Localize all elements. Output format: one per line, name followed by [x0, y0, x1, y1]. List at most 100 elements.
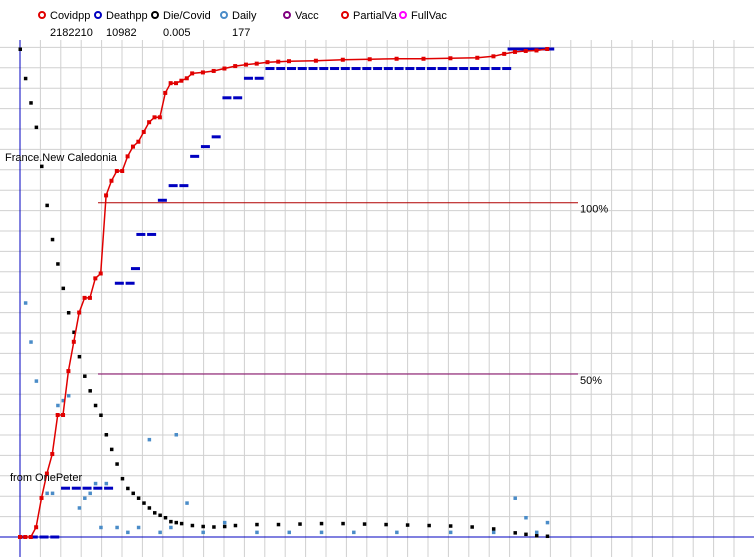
legend-item: Die/Covid 0.005	[151, 10, 211, 39]
data-point	[82, 486, 92, 490]
data-point	[298, 522, 302, 526]
data-point	[88, 491, 92, 496]
data-point	[184, 76, 189, 81]
data-point	[470, 525, 474, 529]
series-deathpp	[18, 47, 555, 539]
legend-item: FullVac	[399, 10, 447, 22]
data-point	[200, 145, 210, 149]
data-point	[222, 66, 227, 71]
data-point	[136, 496, 141, 500]
data-point	[169, 519, 173, 524]
data-point	[50, 535, 60, 539]
data-point	[136, 139, 141, 144]
data-point	[34, 125, 39, 130]
data-point	[529, 47, 539, 51]
data-point	[126, 530, 130, 535]
data-point	[211, 68, 216, 73]
data-point	[157, 115, 162, 120]
data-point	[233, 523, 238, 528]
data-point	[373, 67, 383, 71]
data-point	[169, 525, 173, 530]
data-point	[185, 501, 189, 505]
data-point	[340, 57, 345, 62]
data-point	[56, 403, 60, 408]
data-point	[152, 115, 157, 120]
data-point	[319, 530, 324, 535]
data-point	[179, 78, 184, 83]
data-point	[29, 340, 33, 344]
data-point	[39, 535, 49, 539]
data-point	[383, 67, 393, 71]
data-point	[512, 47, 522, 51]
data-point	[130, 144, 135, 149]
data-point	[448, 524, 453, 528]
series-daily	[23, 301, 550, 535]
data-point	[104, 433, 109, 437]
reference-line-label: 100%	[580, 204, 608, 216]
data-series	[18, 47, 555, 539]
data-point	[104, 486, 114, 490]
data-point	[174, 520, 179, 525]
data-point	[120, 169, 125, 173]
data-point	[351, 67, 361, 71]
data-point	[265, 67, 275, 71]
data-point	[18, 535, 22, 539]
legend-label: Daily	[232, 10, 257, 22]
legend-item: PartialVa	[341, 10, 398, 22]
data-point	[384, 522, 388, 527]
data-point	[125, 281, 135, 285]
data-point	[93, 276, 98, 281]
data-point	[405, 523, 410, 527]
data-point	[437, 67, 447, 71]
data-point	[491, 67, 501, 71]
data-point	[545, 47, 555, 51]
legend-label: Die/Covid	[163, 10, 211, 22]
data-point	[448, 530, 453, 535]
data-point	[179, 184, 189, 188]
legend-label: Covidpp	[50, 10, 90, 22]
data-point	[512, 49, 517, 54]
data-point	[243, 62, 248, 67]
data-point	[61, 486, 71, 490]
data-point	[104, 193, 109, 198]
data-point	[545, 534, 550, 539]
data-point	[109, 447, 114, 452]
legend-item: Covidpp 2182210	[38, 10, 93, 39]
data-point	[394, 56, 399, 61]
data-point	[163, 90, 168, 95]
legend-value: 0.005	[163, 27, 191, 39]
legend-marker-icon	[151, 11, 159, 19]
data-point	[147, 437, 152, 442]
data-point	[255, 522, 259, 527]
data-point	[77, 310, 82, 315]
data-point	[319, 521, 324, 526]
data-point	[395, 530, 399, 535]
data-point	[276, 522, 281, 527]
data-point	[352, 530, 356, 535]
data-point	[45, 491, 49, 496]
data-point	[265, 60, 270, 65]
data-point	[421, 56, 426, 61]
data-point	[28, 535, 38, 539]
data-point	[61, 413, 66, 417]
data-point	[147, 506, 152, 510]
data-point	[71, 339, 76, 344]
data-point	[534, 534, 539, 538]
data-point	[114, 169, 119, 173]
data-point	[524, 515, 528, 520]
data-point	[93, 403, 98, 408]
data-point	[367, 57, 372, 62]
data-point	[534, 47, 544, 51]
data-point	[254, 61, 259, 66]
data-point	[28, 535, 33, 539]
data-point	[287, 530, 291, 535]
data-point	[222, 524, 227, 529]
data-point	[158, 513, 162, 518]
data-point	[88, 389, 92, 393]
data-point	[83, 496, 87, 500]
data-point	[115, 525, 119, 530]
legend-marker-icon	[283, 11, 291, 19]
data-point	[448, 56, 453, 61]
data-point	[66, 369, 71, 374]
